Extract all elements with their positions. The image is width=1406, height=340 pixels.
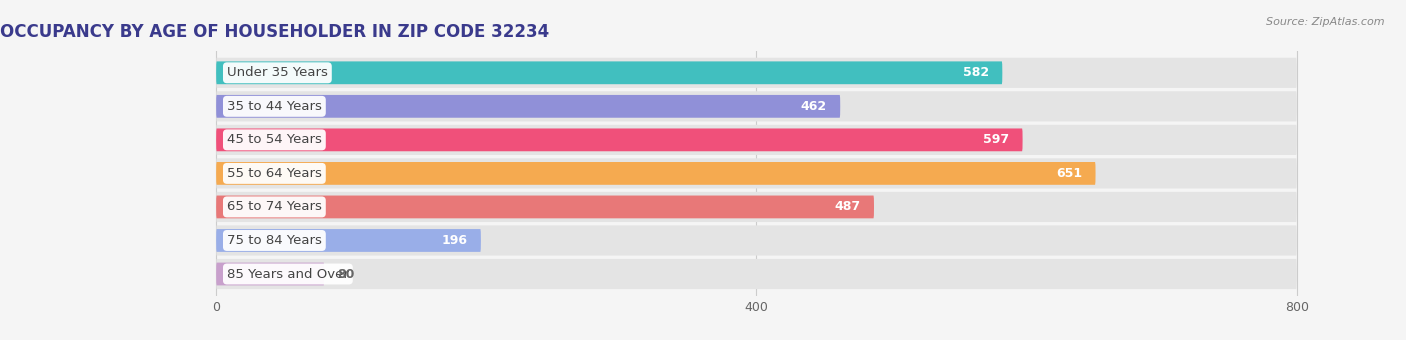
FancyBboxPatch shape bbox=[217, 158, 1296, 188]
FancyBboxPatch shape bbox=[217, 58, 1296, 88]
Text: 651: 651 bbox=[1056, 167, 1083, 180]
FancyBboxPatch shape bbox=[217, 262, 325, 285]
Text: 65 to 74 Years: 65 to 74 Years bbox=[226, 201, 322, 214]
FancyBboxPatch shape bbox=[217, 162, 1095, 185]
FancyBboxPatch shape bbox=[217, 225, 1296, 256]
Text: Under 35 Years: Under 35 Years bbox=[226, 66, 328, 79]
Text: OCCUPANCY BY AGE OF HOUSEHOLDER IN ZIP CODE 32234: OCCUPANCY BY AGE OF HOUSEHOLDER IN ZIP C… bbox=[0, 23, 550, 41]
Text: 85 Years and Over: 85 Years and Over bbox=[226, 268, 349, 280]
FancyBboxPatch shape bbox=[217, 125, 1296, 155]
FancyBboxPatch shape bbox=[217, 195, 875, 218]
FancyBboxPatch shape bbox=[217, 62, 1002, 84]
FancyBboxPatch shape bbox=[217, 192, 1296, 222]
Text: 462: 462 bbox=[800, 100, 827, 113]
Text: 75 to 84 Years: 75 to 84 Years bbox=[226, 234, 322, 247]
Text: 35 to 44 Years: 35 to 44 Years bbox=[226, 100, 322, 113]
FancyBboxPatch shape bbox=[217, 229, 481, 252]
Text: 582: 582 bbox=[963, 66, 988, 79]
FancyBboxPatch shape bbox=[217, 129, 1022, 151]
Text: 487: 487 bbox=[834, 201, 860, 214]
Text: Source: ZipAtlas.com: Source: ZipAtlas.com bbox=[1267, 17, 1385, 27]
Text: 196: 196 bbox=[441, 234, 467, 247]
Text: 80: 80 bbox=[337, 268, 356, 280]
Text: 597: 597 bbox=[983, 133, 1010, 146]
FancyBboxPatch shape bbox=[217, 259, 1296, 289]
FancyBboxPatch shape bbox=[217, 95, 841, 118]
FancyBboxPatch shape bbox=[217, 91, 1296, 121]
Text: 45 to 54 Years: 45 to 54 Years bbox=[226, 133, 322, 146]
Text: 55 to 64 Years: 55 to 64 Years bbox=[226, 167, 322, 180]
